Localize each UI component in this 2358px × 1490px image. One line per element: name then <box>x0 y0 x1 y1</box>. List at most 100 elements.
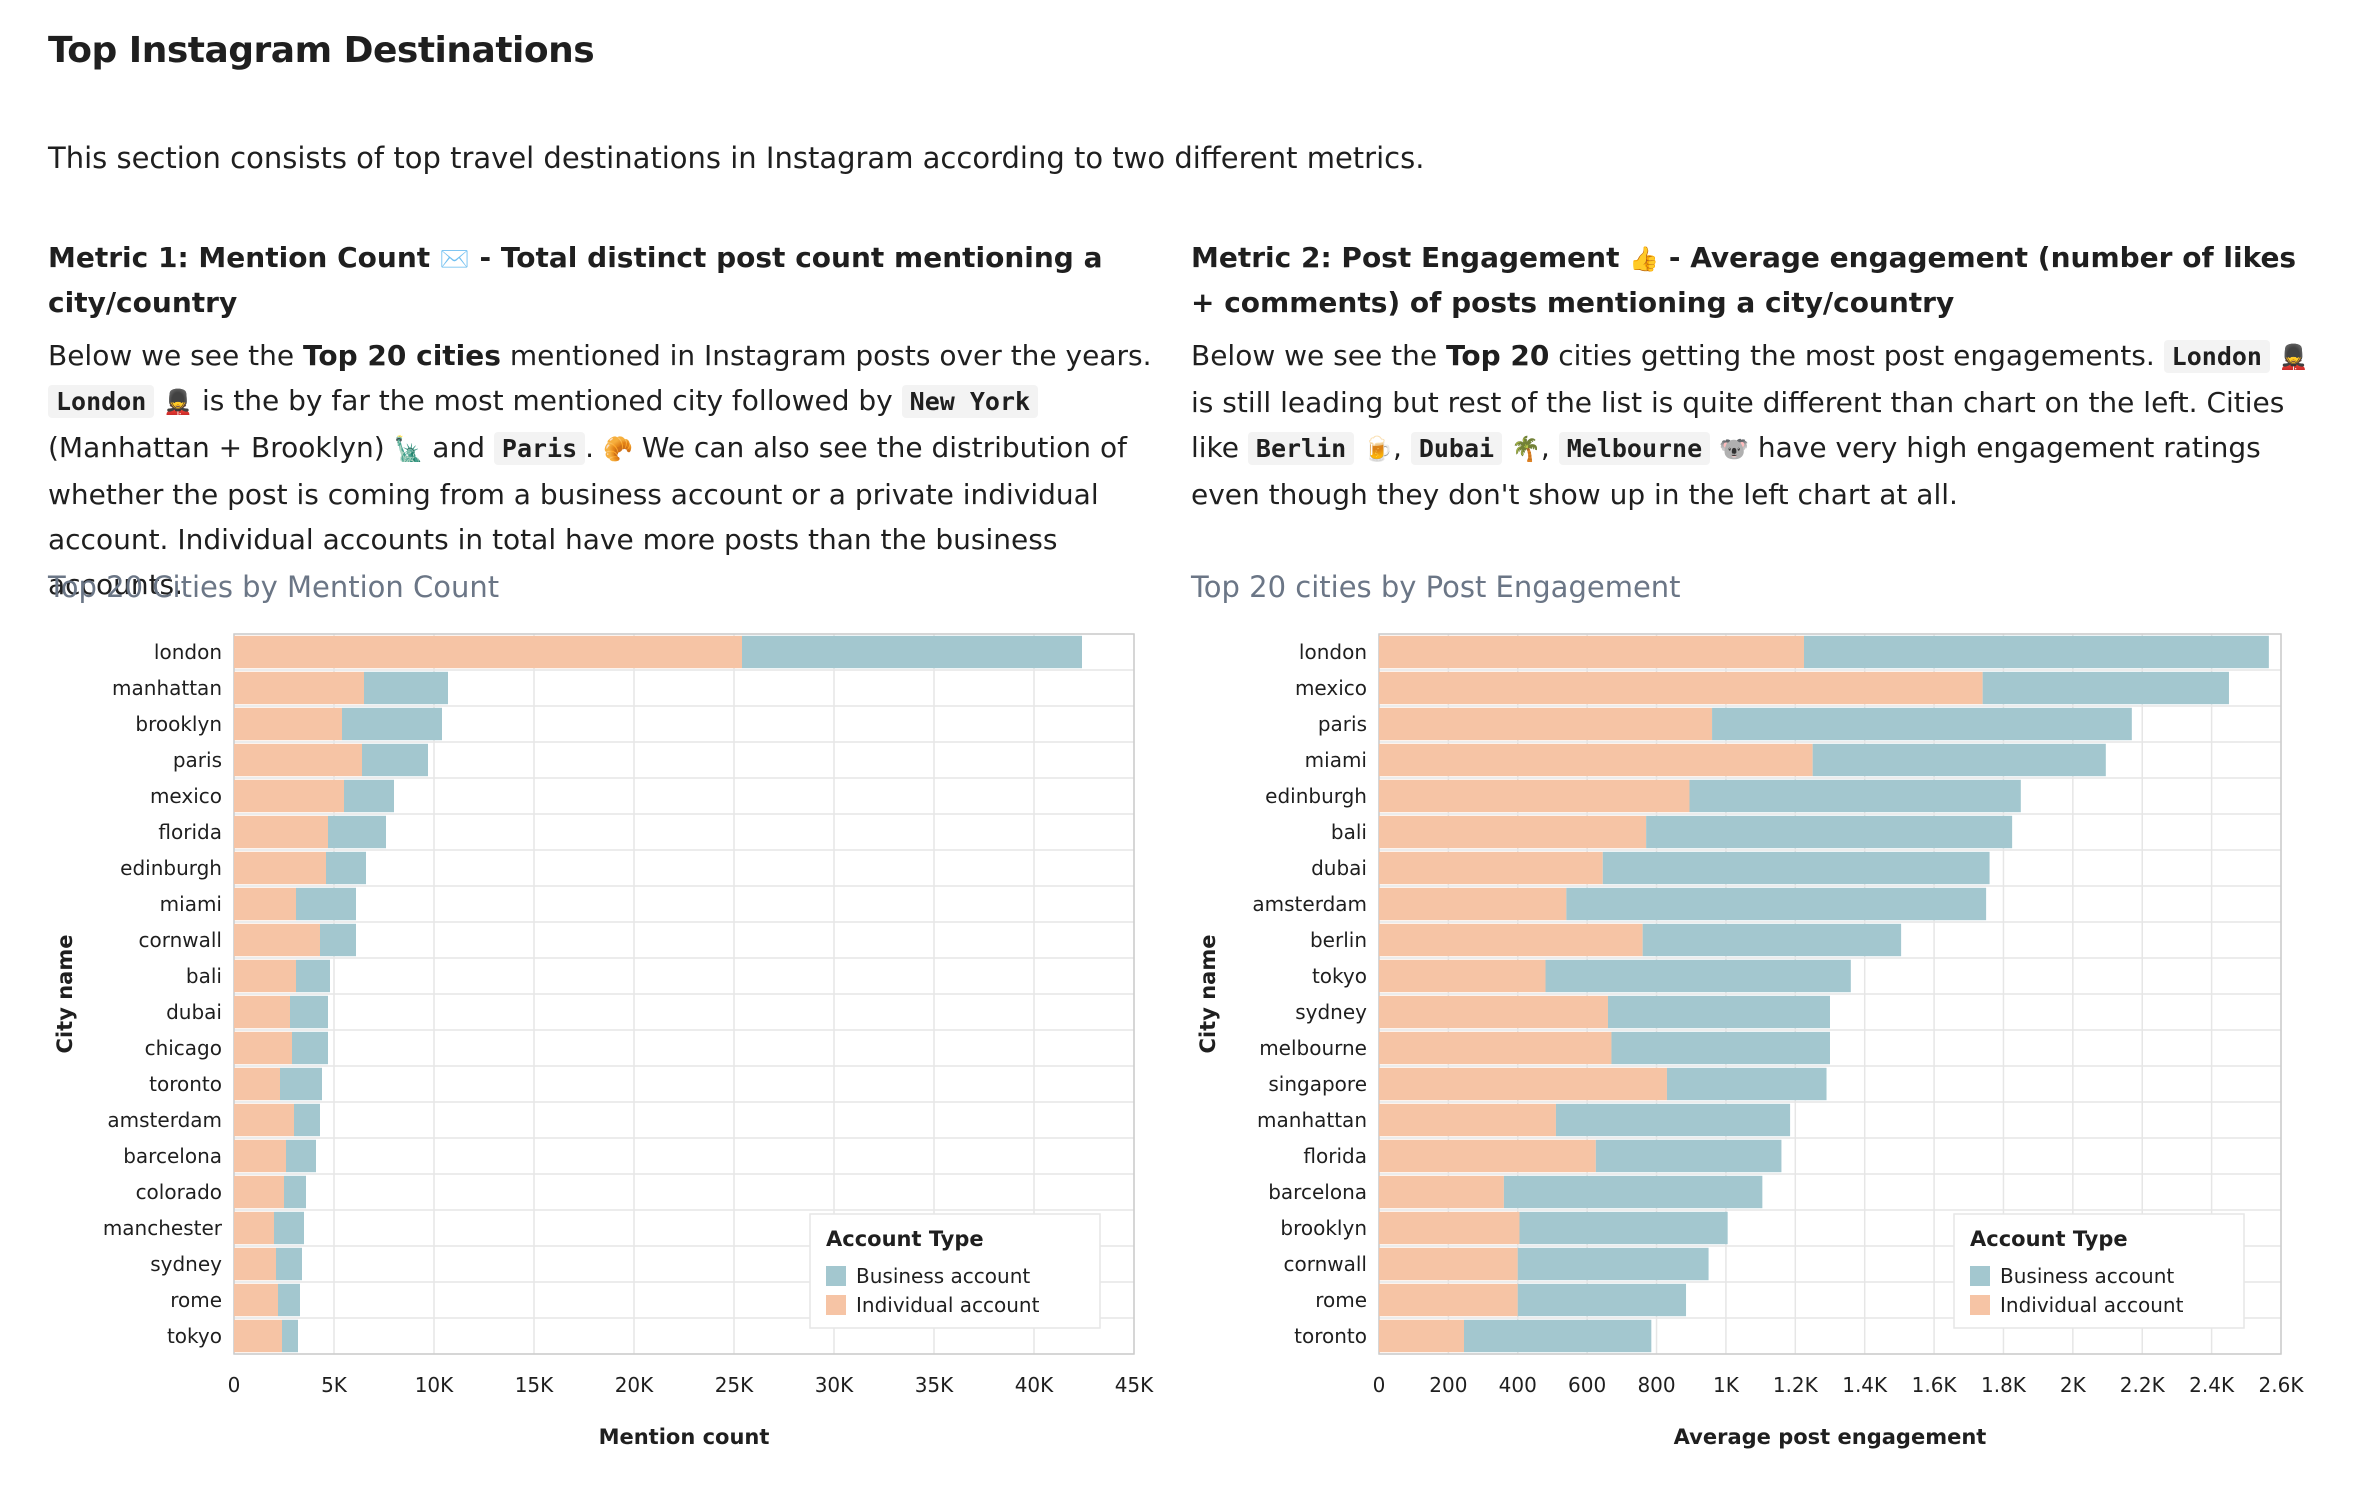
bar-individual-manhattan[interactable] <box>234 671 364 705</box>
bar-business-dubai[interactable] <box>290 995 328 1029</box>
statue-of-liberty-icon: 🗽 <box>393 435 424 463</box>
bar-individual-edinburgh[interactable] <box>234 851 326 885</box>
bar-individual-london[interactable] <box>234 635 742 669</box>
metric2-section: Metric 2: Post Engagement 👍 - Average en… <box>1191 236 2321 517</box>
x-tick-label: 1K <box>1713 1373 1740 1397</box>
bar-individual-chicago[interactable] <box>234 1031 292 1065</box>
bar-business-paris[interactable] <box>1712 707 2132 741</box>
bar-business-colorado[interactable] <box>284 1175 306 1209</box>
bar-business-cornwall[interactable] <box>1517 1247 1709 1281</box>
bar-individual-rome[interactable] <box>1379 1283 1518 1317</box>
bar-individual-amsterdam[interactable] <box>234 1103 294 1137</box>
bar-business-manhattan[interactable] <box>1555 1103 1791 1137</box>
bar-individual-brooklyn[interactable] <box>234 707 342 741</box>
bar-business-sydney[interactable] <box>276 1247 302 1281</box>
bar-individual-florida[interactable] <box>1379 1139 1596 1173</box>
bar-business-manchester[interactable] <box>274 1211 304 1245</box>
bar-individual-paris[interactable] <box>1379 707 1713 741</box>
bar-business-miami[interactable] <box>296 887 356 921</box>
bar-individual-sydney[interactable] <box>1379 995 1608 1029</box>
x-tick-label: 2K <box>2060 1373 2087 1397</box>
bar-individual-mexico[interactable] <box>234 779 344 813</box>
bar-business-edinburgh[interactable] <box>326 851 366 885</box>
bar-business-rome[interactable] <box>1517 1283 1687 1317</box>
bar-business-rome[interactable] <box>278 1283 300 1317</box>
bar-business-mexico[interactable] <box>344 779 394 813</box>
bar-individual-mexico[interactable] <box>1379 671 1983 705</box>
bar-business-singapore[interactable] <box>1666 1067 1827 1101</box>
bar-business-florida[interactable] <box>328 815 386 849</box>
y-tick-label: manhattan <box>112 676 222 700</box>
bar-business-sydney[interactable] <box>1607 995 1830 1029</box>
x-tick-label: 600 <box>1568 1373 1606 1397</box>
bar-business-chicago[interactable] <box>292 1031 328 1065</box>
y-tick-label: manchester <box>103 1216 223 1240</box>
bar-business-miami[interactable] <box>1812 743 2106 777</box>
bar-individual-bali[interactable] <box>234 959 296 993</box>
bar-business-barcelona[interactable] <box>286 1139 316 1173</box>
bar-individual-miami[interactable] <box>234 887 296 921</box>
y-tick-label: edinburgh <box>1265 784 1367 808</box>
croissant-icon: 🥐 <box>602 435 633 463</box>
x-tick-label: 1.2K <box>1773 1373 1819 1397</box>
bar-business-amsterdam[interactable] <box>294 1103 320 1137</box>
bar-business-toronto[interactable] <box>280 1067 322 1101</box>
bar-individual-dubai[interactable] <box>1379 851 1603 885</box>
bar-business-tokyo[interactable] <box>282 1319 298 1353</box>
bar-business-mexico[interactable] <box>1982 671 2229 705</box>
bar-business-florida[interactable] <box>1595 1139 1782 1173</box>
bar-business-bali[interactable] <box>296 959 330 993</box>
legend-title: Account Type <box>826 1227 984 1251</box>
bar-business-london[interactable] <box>742 635 1082 669</box>
bar-business-toronto[interactable] <box>1463 1319 1652 1353</box>
bar-individual-toronto[interactable] <box>234 1067 280 1101</box>
y-tick-label: dubai <box>1311 856 1367 880</box>
bar-business-brooklyn[interactable] <box>1519 1211 1728 1245</box>
bar-individual-barcelona[interactable] <box>234 1139 286 1173</box>
bar-individual-bali[interactable] <box>1379 815 1647 849</box>
bar-business-london[interactable] <box>1803 635 2269 669</box>
bar-business-edinburgh[interactable] <box>1689 779 2021 813</box>
bar-business-cornwall[interactable] <box>320 923 356 957</box>
bar-individual-edinburgh[interactable] <box>1379 779 1690 813</box>
bar-individual-cornwall[interactable] <box>234 923 320 957</box>
bar-individual-brooklyn[interactable] <box>1379 1211 1520 1245</box>
bar-business-amsterdam[interactable] <box>1566 887 1987 921</box>
bar-individual-dubai[interactable] <box>234 995 290 1029</box>
bar-individual-colorado[interactable] <box>234 1175 284 1209</box>
bar-business-barcelona[interactable] <box>1503 1175 1763 1209</box>
bar-individual-miami[interactable] <box>1379 743 1813 777</box>
bar-business-bali[interactable] <box>1646 815 2013 849</box>
bar-individual-rome[interactable] <box>234 1283 278 1317</box>
bar-individual-toronto[interactable] <box>1379 1319 1464 1353</box>
bar-business-manhattan[interactable] <box>364 671 448 705</box>
bar-individual-amsterdam[interactable] <box>1379 887 1567 921</box>
y-tick-label: tokyo <box>1312 964 1367 988</box>
bar-business-brooklyn[interactable] <box>342 707 442 741</box>
bar-individual-paris[interactable] <box>234 743 362 777</box>
bar-business-dubai[interactable] <box>1602 851 1990 885</box>
legend-swatch-individual-account <box>1970 1295 1990 1315</box>
bar-business-tokyo[interactable] <box>1545 959 1851 993</box>
bar-business-berlin[interactable] <box>1642 923 1902 957</box>
metric1-heading: Metric 1: Mention Count ✉️ - Total disti… <box>48 241 1103 319</box>
legend-title: Account Type <box>1970 1227 2128 1251</box>
bar-individual-manchester[interactable] <box>234 1211 274 1245</box>
bar-business-paris[interactable] <box>362 743 428 777</box>
bar-individual-cornwall[interactable] <box>1379 1247 1518 1281</box>
bar-business-melbourne[interactable] <box>1611 1031 1830 1065</box>
city-code-melbourne: Melbourne <box>1558 432 1711 465</box>
bar-individual-melbourne[interactable] <box>1379 1031 1612 1065</box>
city-code-paris: Paris <box>493 432 586 465</box>
bar-individual-barcelona[interactable] <box>1379 1175 1504 1209</box>
bar-individual-sydney[interactable] <box>234 1247 276 1281</box>
y-tick-label: bali <box>1331 820 1367 844</box>
bar-individual-manhattan[interactable] <box>1379 1103 1556 1137</box>
bar-individual-berlin[interactable] <box>1379 923 1643 957</box>
bar-individual-florida[interactable] <box>234 815 328 849</box>
bar-individual-tokyo[interactable] <box>1379 959 1546 993</box>
bar-individual-london[interactable] <box>1379 635 1804 669</box>
bar-individual-tokyo[interactable] <box>234 1319 282 1353</box>
bar-individual-singapore[interactable] <box>1379 1067 1667 1101</box>
y-tick-label: amsterdam <box>107 1108 222 1132</box>
